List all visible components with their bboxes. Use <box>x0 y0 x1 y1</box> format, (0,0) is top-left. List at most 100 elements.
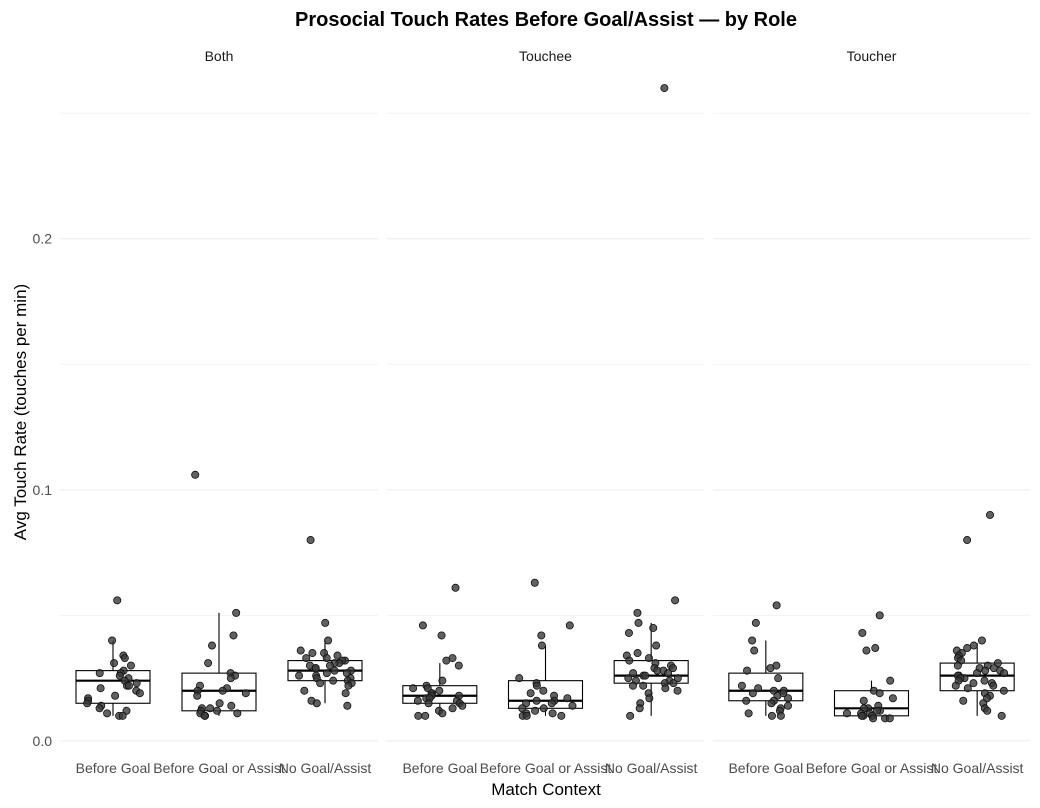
data-point <box>316 679 325 688</box>
data-point <box>963 684 972 693</box>
data-point <box>207 641 216 650</box>
data-point <box>526 689 535 698</box>
data-point <box>329 676 338 685</box>
data-point <box>311 664 320 673</box>
data-point <box>857 711 866 720</box>
box-group <box>728 601 804 720</box>
data-point <box>766 664 775 673</box>
data-point <box>858 628 867 637</box>
data-point <box>321 618 330 627</box>
x-axis-title: Match Context <box>491 780 601 799</box>
box-group <box>613 84 689 720</box>
data-point <box>639 681 648 690</box>
y-tick-label: 0.2 <box>33 231 53 247</box>
data-point <box>312 699 321 708</box>
data-point <box>774 674 783 683</box>
data-point <box>532 696 541 705</box>
data-point <box>563 694 572 703</box>
data-point <box>664 669 673 678</box>
data-point <box>888 694 897 703</box>
data-point <box>997 711 1006 720</box>
data-point <box>548 709 557 718</box>
data-point <box>532 681 541 690</box>
data-point <box>421 711 430 720</box>
data-point <box>241 689 250 698</box>
x-tick-label: Before Goal or Assist <box>480 760 612 776</box>
data-point <box>742 696 751 705</box>
data-point <box>633 608 642 617</box>
data-point <box>963 644 972 653</box>
facet-strip-label: Toucher <box>847 48 897 64</box>
data-point <box>547 699 556 708</box>
data-point <box>626 711 635 720</box>
data-point <box>414 711 423 720</box>
box-group <box>181 470 257 720</box>
x-tick-label: Before Goal <box>76 760 151 776</box>
data-point <box>95 669 104 678</box>
data-point <box>969 641 978 650</box>
data-point <box>754 684 763 693</box>
data-point <box>325 661 334 670</box>
data-point <box>873 706 882 715</box>
data-point <box>671 596 680 605</box>
data-point <box>118 711 127 720</box>
data-point <box>435 686 444 695</box>
data-point <box>437 631 446 640</box>
box-group <box>507 578 584 720</box>
data-point <box>458 701 467 710</box>
data-point <box>448 704 457 713</box>
chart-title: Prosocial Touch Rates Before Goal/Assist… <box>295 9 797 31</box>
data-point <box>633 649 642 658</box>
data-point <box>748 689 757 698</box>
data-point <box>233 709 242 718</box>
facet-panel-toucher: Toucher Before Goal Before Goal or AssistN… <box>713 48 1030 776</box>
data-point <box>660 84 669 93</box>
data-point <box>537 641 546 650</box>
data-point <box>629 669 638 678</box>
data-point <box>322 654 331 663</box>
data-point <box>226 674 235 683</box>
data-point <box>744 709 753 718</box>
data-point <box>438 676 447 685</box>
data-point <box>539 686 548 695</box>
data-point <box>451 583 460 592</box>
data-point <box>330 666 339 675</box>
data-point <box>748 636 757 645</box>
data-point <box>673 686 682 695</box>
data-point <box>324 636 333 645</box>
x-tick-label: No Goal/Assist <box>605 760 698 776</box>
data-point <box>869 714 878 723</box>
data-point <box>206 704 215 713</box>
data-point <box>522 711 531 720</box>
data-point <box>737 681 746 690</box>
data-point <box>652 641 661 650</box>
x-tick-label: Before Goal <box>402 760 477 776</box>
data-point <box>885 714 894 723</box>
data-point <box>442 656 451 665</box>
data-point <box>115 671 124 680</box>
data-point <box>969 679 978 688</box>
data-point <box>980 676 989 685</box>
data-point <box>959 696 968 705</box>
x-tick-label: Before Goal or Assist <box>153 760 285 776</box>
data-point <box>776 711 785 720</box>
data-point <box>113 596 122 605</box>
data-point <box>645 694 654 703</box>
data-point <box>634 618 643 627</box>
data-point <box>135 689 144 698</box>
data-point <box>132 679 141 688</box>
data-point <box>989 681 998 690</box>
data-point <box>875 689 884 698</box>
data-point <box>859 696 868 705</box>
box-group <box>939 510 1015 720</box>
data-point <box>126 661 135 670</box>
data-point <box>343 701 352 710</box>
data-point <box>999 686 1008 695</box>
facet-strip-label: Touchee <box>519 48 572 64</box>
data-point <box>344 681 353 690</box>
data-point <box>644 654 653 663</box>
data-point <box>333 651 342 660</box>
data-point <box>568 701 577 710</box>
data-point <box>537 631 546 640</box>
